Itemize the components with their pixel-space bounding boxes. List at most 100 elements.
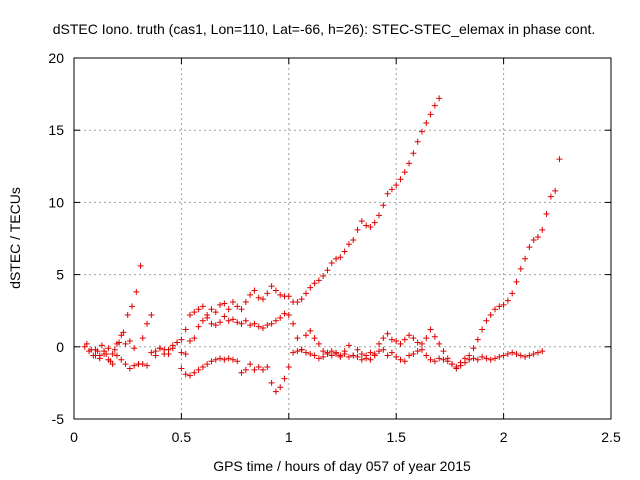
data-point xyxy=(406,160,413,167)
data-point xyxy=(376,212,383,219)
data-point xyxy=(431,102,438,109)
data-point xyxy=(268,283,275,290)
data-point xyxy=(113,340,120,347)
data-point xyxy=(285,293,292,300)
data-point xyxy=(144,320,151,327)
data-point xyxy=(341,351,348,358)
data-point xyxy=(118,356,125,363)
data-point xyxy=(135,361,142,368)
data-point xyxy=(431,358,438,365)
data-point xyxy=(307,284,314,291)
data-point xyxy=(324,267,331,274)
data-point xyxy=(242,317,249,324)
data-point xyxy=(152,348,159,355)
data-point xyxy=(221,356,228,363)
data-point xyxy=(393,182,400,189)
data-point xyxy=(277,291,284,298)
data-point xyxy=(345,353,352,360)
data-point xyxy=(234,358,241,365)
data-point xyxy=(264,290,271,297)
data-point xyxy=(238,320,245,327)
data-point xyxy=(552,187,559,194)
data-point xyxy=(302,349,309,356)
data-point xyxy=(272,388,279,395)
data-point xyxy=(509,349,516,356)
data-point xyxy=(178,336,185,343)
data-point xyxy=(195,306,202,313)
data-point xyxy=(302,290,309,297)
data-point xyxy=(268,379,275,386)
data-point xyxy=(131,362,138,369)
data-point xyxy=(285,312,292,319)
y-axis-label: dSTEC / TECUs xyxy=(7,187,23,289)
data-point xyxy=(133,288,140,295)
data-point xyxy=(212,309,219,316)
data-point xyxy=(461,359,468,366)
data-point xyxy=(496,353,503,360)
data-point xyxy=(182,326,189,333)
data-point xyxy=(242,366,249,373)
data-point xyxy=(264,364,271,371)
data-point xyxy=(337,254,344,261)
data-point xyxy=(255,323,262,330)
data-point xyxy=(384,352,391,359)
data-point xyxy=(414,138,421,145)
data-point xyxy=(128,303,135,310)
data-point xyxy=(251,287,258,294)
data-point xyxy=(294,299,301,306)
data-point xyxy=(195,323,202,330)
data-point xyxy=(315,355,322,362)
data-point xyxy=(294,335,301,342)
data-point xyxy=(109,361,116,368)
data-point xyxy=(543,210,550,217)
data-point xyxy=(380,335,387,342)
data-point xyxy=(328,260,335,267)
data-point xyxy=(260,366,267,373)
data-point xyxy=(487,356,494,363)
data-point xyxy=(208,320,215,327)
data-point xyxy=(109,351,116,358)
data-point xyxy=(225,317,232,324)
data-point xyxy=(401,358,408,365)
data-point xyxy=(98,342,105,349)
data-point xyxy=(479,353,486,360)
data-point xyxy=(186,312,193,319)
data-point xyxy=(431,333,438,340)
data-point xyxy=(199,317,206,324)
data-point xyxy=(178,365,185,372)
data-point xyxy=(320,348,327,355)
data-point xyxy=(479,326,486,333)
data-point xyxy=(492,306,499,313)
data-point xyxy=(487,312,494,319)
data-point xyxy=(298,346,305,353)
series-4 xyxy=(178,330,546,395)
data-point xyxy=(137,262,144,269)
data-point xyxy=(272,317,279,324)
data-point xyxy=(217,355,224,362)
data-point xyxy=(290,349,297,356)
data-point xyxy=(247,322,254,329)
data-point xyxy=(124,312,131,319)
y-tick-label: -5 xyxy=(52,411,65,427)
data-point xyxy=(178,349,185,356)
x-tick-label: 1 xyxy=(285,429,293,445)
data-point xyxy=(474,356,481,363)
data-point xyxy=(199,364,206,371)
chart-title: dSTEC Iono. truth (cas1, Lon=110, Lat=-6… xyxy=(53,21,596,37)
data-point xyxy=(453,364,460,371)
data-point xyxy=(367,356,374,363)
data-point xyxy=(539,226,546,233)
data-point xyxy=(509,290,516,297)
data-point xyxy=(208,358,215,365)
data-point xyxy=(217,301,224,308)
data-point xyxy=(388,349,395,356)
data-point xyxy=(530,351,537,358)
data-point xyxy=(126,338,133,345)
data-point xyxy=(191,369,198,376)
data-point xyxy=(427,356,434,363)
data-point xyxy=(418,340,425,347)
y-tick-label: 0 xyxy=(56,339,64,355)
data-point xyxy=(393,338,400,345)
data-point xyxy=(513,278,520,285)
data-point xyxy=(148,312,155,319)
